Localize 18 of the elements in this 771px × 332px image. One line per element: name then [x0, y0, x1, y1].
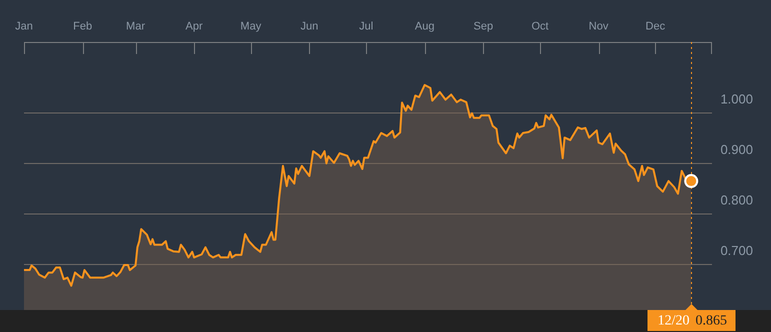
- x-tick-label: Nov: [588, 20, 609, 32]
- x-tick-label: Jan: [15, 20, 33, 32]
- x-tick-label: May: [240, 20, 262, 32]
- text: 0.865: [696, 314, 727, 329]
- x-tick-label: Sep: [474, 20, 494, 32]
- y-tick-label: 0.900: [720, 142, 753, 157]
- y-tick-label: 0.800: [720, 192, 753, 208]
- x-tick-label: Dec: [646, 20, 666, 32]
- y-tick-label: 1.000: [720, 91, 753, 106]
- x-tick-label: Mar: [126, 20, 146, 32]
- x-tick-label: Jun: [300, 20, 318, 32]
- y-tick-label: 0.700: [720, 243, 753, 258]
- ref-line-label: 12/20: [658, 314, 690, 329]
- x-tick-label: Aug: [414, 20, 434, 32]
- x-tick-label: Apr: [186, 20, 203, 32]
- x-tick-label: Feb: [73, 20, 92, 32]
- x-tick-label: Jul: [359, 20, 374, 32]
- x-tick-label: Oct: [531, 20, 549, 32]
